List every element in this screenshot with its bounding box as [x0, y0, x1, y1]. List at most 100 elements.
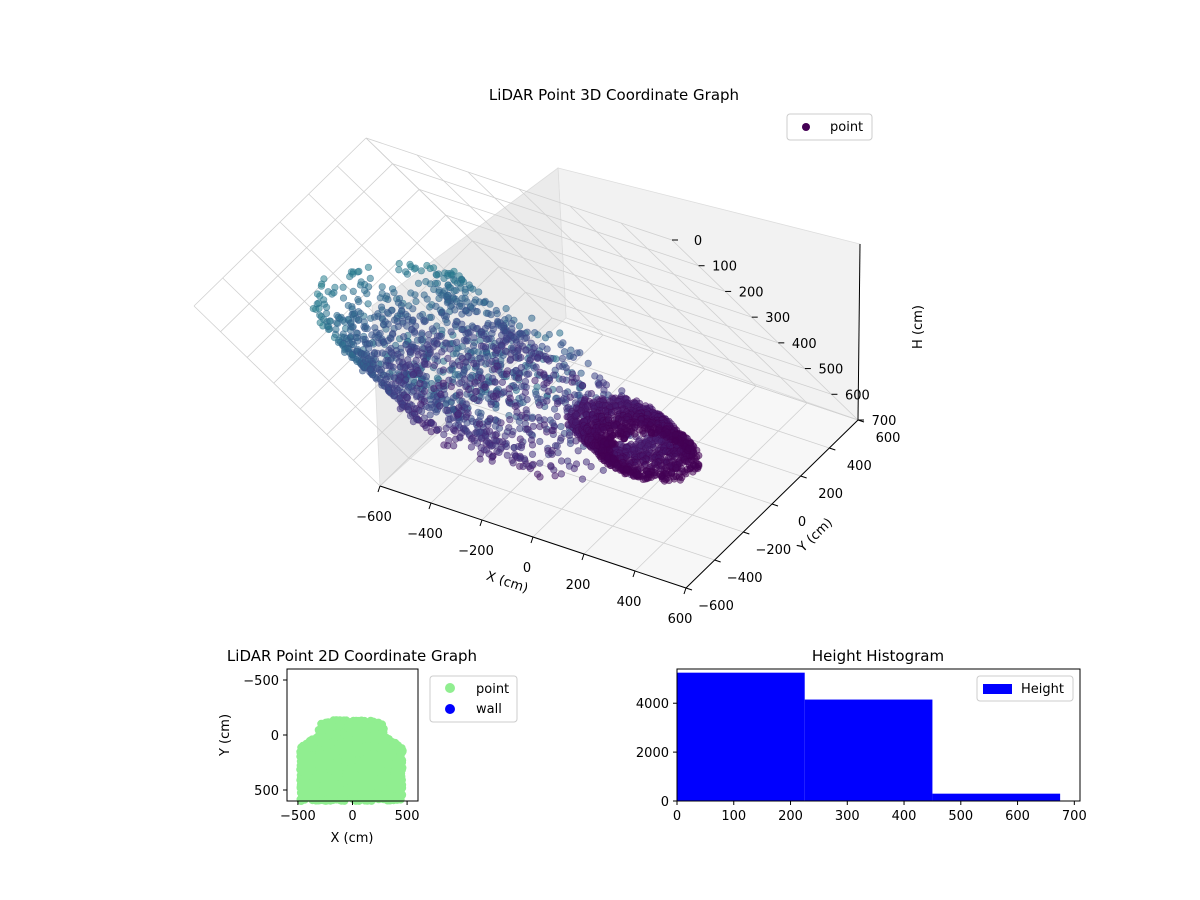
scatter-point-3d — [346, 273, 354, 281]
scatter-point-3d — [554, 449, 562, 457]
scatter-point-3d — [447, 383, 455, 391]
scatter-point-3d — [527, 355, 535, 363]
scatter-point-3d — [553, 399, 562, 408]
scatter-point-3d — [671, 438, 679, 446]
scatter-point-3d — [503, 370, 511, 378]
scatter-point-3d — [436, 402, 444, 410]
scatter-point-3d — [647, 429, 656, 437]
scatter-point-3d — [376, 329, 384, 338]
scatter-point-3d — [557, 457, 566, 465]
scatter-point-3d — [540, 421, 549, 429]
scatter-point-3d — [495, 448, 503, 457]
grid-line-back-x-1 — [416, 154, 604, 336]
scatter-point-3d — [535, 401, 544, 409]
scatter-point-3d — [443, 406, 451, 415]
scatter-point-3d — [484, 421, 492, 429]
scatter-point-3d — [326, 317, 335, 325]
scatter-point-3d — [377, 303, 386, 311]
scatter-point-3d — [555, 385, 564, 394]
scatter-point-3d — [425, 331, 433, 339]
scatter-point-3d — [557, 423, 565, 431]
scatter-point-3d — [676, 476, 684, 484]
scatter-point-3d — [458, 429, 466, 437]
scatter-point-3d — [460, 369, 468, 377]
scatter-point-3d — [502, 305, 510, 313]
scatter-point-3d — [339, 294, 348, 302]
scatter-point-3d — [551, 472, 559, 480]
scatter-point-3d — [516, 454, 525, 462]
scatter-point-3d — [447, 328, 455, 336]
scatter-point-3d — [384, 295, 392, 304]
scatter-point-3d — [493, 362, 501, 370]
scatter-point-3d — [555, 362, 563, 370]
scatter-point-3d — [536, 437, 544, 446]
scatter-point-3d — [499, 438, 507, 446]
grid-line-back-z-5 — [498, 266, 805, 369]
scatter-point-3d — [478, 374, 486, 383]
scatter-point-3d — [453, 338, 461, 346]
scatter-point-3d — [521, 334, 529, 343]
scatter-point-3d — [424, 360, 432, 368]
scatter-point-3d — [488, 457, 496, 465]
z-axis-label: H (cm) — [911, 305, 926, 349]
y-tick-label: −400 — [727, 571, 763, 586]
scatter-point-3d — [430, 361, 439, 369]
scatter-point-3d — [410, 265, 419, 273]
scatter-point-3d — [568, 378, 576, 386]
scatter-point-3d — [427, 418, 436, 427]
scatter-point-3d — [566, 393, 574, 401]
scatter-point-3d — [505, 385, 513, 393]
scatter-point-3d — [523, 370, 531, 379]
scatter-point-3d — [569, 353, 578, 361]
scatter-point-3d — [461, 288, 470, 296]
scatter-point-3d — [389, 363, 397, 371]
z-tick-label: 300 — [765, 311, 790, 326]
scatter-point-3d — [377, 368, 385, 376]
scatter-point-3d — [659, 431, 667, 439]
grid-line-back-z-1 — [392, 163, 699, 267]
x-tick-mark — [530, 536, 534, 544]
grid-line-back-z-4 — [472, 240, 779, 344]
scatter-point-3d — [695, 462, 703, 470]
scatter-point-3d — [486, 300, 494, 308]
scatter-point-3d — [433, 271, 441, 279]
scatter-point-3d — [515, 374, 523, 382]
scatter-point-3d — [328, 290, 336, 298]
scatter-point-3d — [549, 426, 557, 435]
scatter-point-3d — [605, 446, 614, 454]
scatter-point-3d — [409, 418, 418, 426]
y-tick-mark — [685, 587, 693, 591]
x-tick-label: 0 — [523, 561, 531, 576]
scatter-point-3d — [562, 364, 570, 372]
scatter-point-3d — [529, 422, 538, 430]
y-tick-label: 0 — [798, 515, 806, 530]
ticks-3d: −600−400−2000200400600−600−400−200020040… — [356, 234, 900, 627]
grid-line-back-x-4 — [569, 205, 757, 387]
scatter-point-3d — [323, 303, 331, 311]
scatter-point-3d — [422, 424, 430, 432]
scatter-point-3d — [438, 348, 446, 356]
scatter-point-3d — [518, 441, 526, 449]
scatter-point-3d — [412, 297, 420, 306]
y-tick-mark — [829, 447, 836, 451]
scatter-point-3d — [417, 267, 425, 275]
scatter-point-3d — [346, 326, 355, 334]
scatter-point-3d — [545, 330, 553, 339]
scatter-point-3d — [444, 354, 452, 363]
scatter-point-3d — [455, 404, 463, 412]
scatter-point-3d — [517, 353, 525, 362]
scatter-point-3d — [600, 386, 608, 394]
scatter-point-3d — [440, 274, 448, 283]
scatter-point-3d — [411, 329, 419, 337]
scatter-point-3d — [363, 325, 371, 333]
scatter-point-3d — [401, 376, 410, 384]
scatter-point-3d — [366, 365, 374, 374]
scatter-point-3d — [558, 354, 567, 363]
scatter-point-3d — [451, 306, 459, 314]
scatter-point-3d — [534, 413, 543, 422]
scatter-point-3d — [618, 387, 626, 395]
scatter-point-3d — [414, 279, 423, 287]
scatter-point-3d — [487, 400, 495, 408]
scatter-point-3d — [527, 349, 536, 357]
x-tick-label: 600 — [668, 612, 693, 627]
